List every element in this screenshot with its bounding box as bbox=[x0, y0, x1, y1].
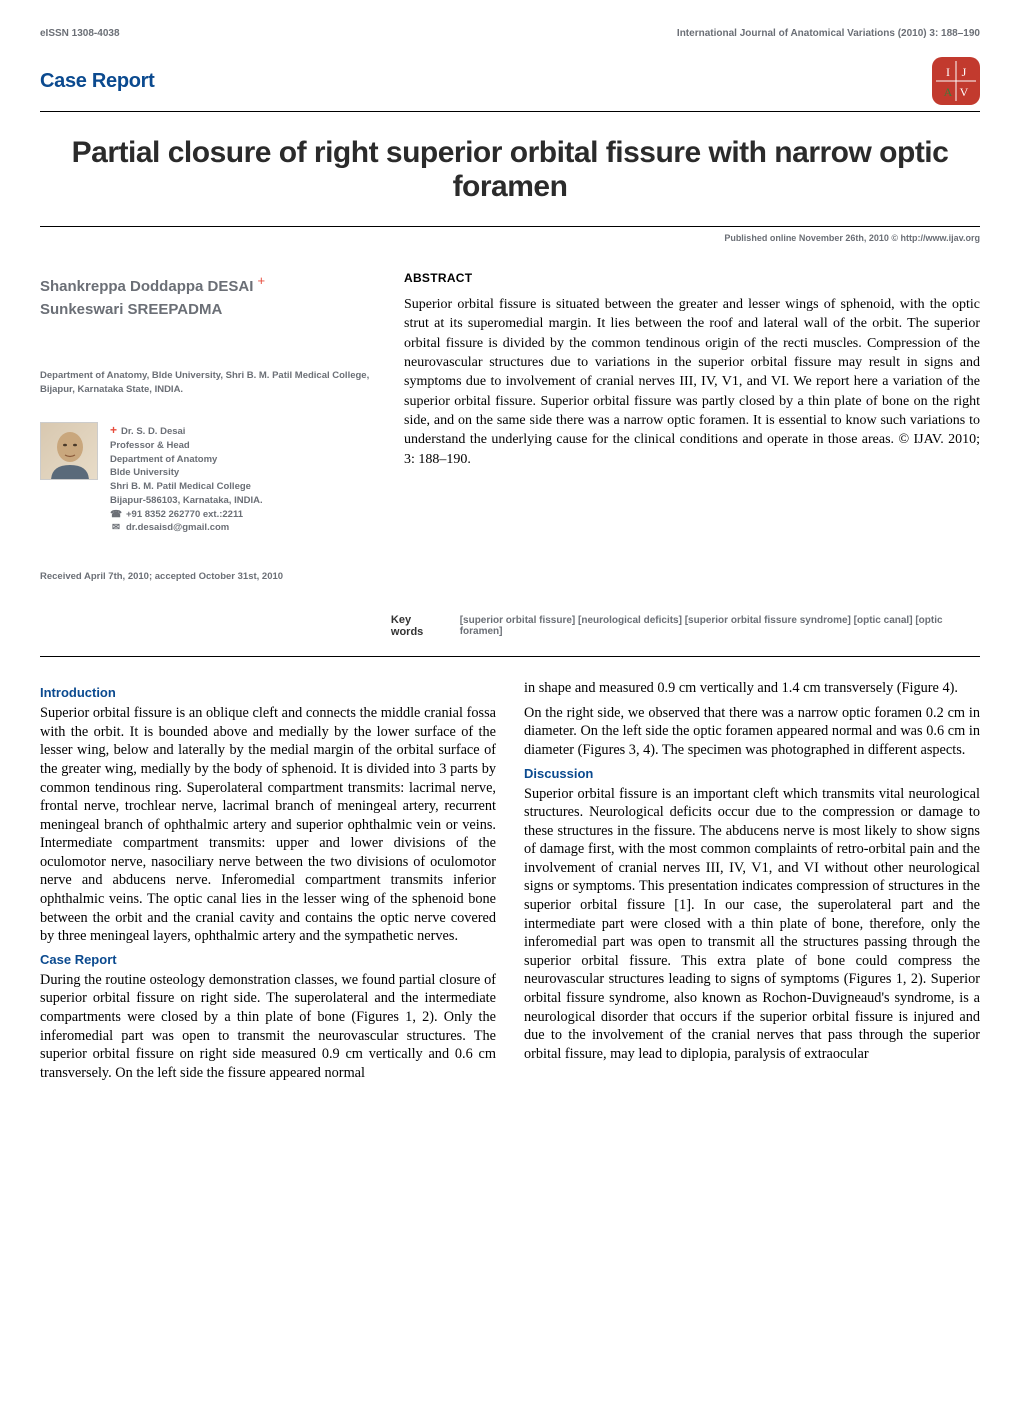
author-photo bbox=[40, 422, 98, 480]
issn: eISSN 1308-4038 bbox=[40, 28, 120, 39]
discussion-heading: Discussion bbox=[524, 766, 980, 781]
case-report-heading: Case Report bbox=[40, 952, 496, 967]
header-row: Case Report I J A V bbox=[40, 57, 980, 112]
journal-ref: International Journal of Anatomical Vari… bbox=[677, 28, 980, 39]
corr-college: Shri B. M. Patil Medical College bbox=[110, 481, 251, 492]
corr-dept: Department of Anatomy bbox=[110, 454, 217, 465]
svg-text:V: V bbox=[960, 85, 969, 99]
author-names: Shankreppa Doddappa DESAI + Sunkeswari S… bbox=[40, 271, 380, 321]
meta-grid: Published online November 26th, 2010 © h… bbox=[40, 226, 980, 638]
corr-phone: +91 8352 262770 ext.:2211 bbox=[126, 509, 243, 520]
corr-marker-icon: + bbox=[258, 273, 266, 288]
department: Department of Anatomy, Blde University, … bbox=[40, 369, 380, 398]
abstract-heading: ABSTRACT bbox=[404, 271, 980, 285]
corr-name: Dr. S. D. Desai bbox=[121, 426, 185, 437]
case-report-text: During the routine osteology demonstrati… bbox=[40, 971, 496, 1082]
corr-role: Professor & Head bbox=[110, 440, 190, 451]
introduction-heading: Introduction bbox=[40, 685, 496, 700]
author-2: Sunkeswari SREEPADMA bbox=[40, 301, 222, 318]
case-report-label: Case Report bbox=[40, 70, 155, 93]
svg-text:I: I bbox=[946, 65, 950, 79]
corr-email: dr.desaisd@gmail.com bbox=[126, 522, 229, 533]
received-dates: Received April 7th, 2010; accepted Octob… bbox=[40, 571, 380, 582]
corr-univ: Blde University bbox=[110, 467, 179, 478]
keywords-row: Key words [superior orbital fissure] [ne… bbox=[40, 614, 980, 638]
continuation-1: in shape and measured 0.9 cm vertically … bbox=[524, 679, 980, 698]
svg-text:J: J bbox=[962, 65, 967, 79]
published-online: Published online November 26th, 2010 © h… bbox=[40, 233, 980, 247]
meta-left: Shankreppa Doddappa DESAI + Sunkeswari S… bbox=[40, 271, 380, 582]
divider bbox=[40, 656, 980, 657]
introduction-text: Superior orbital fissure is an oblique c… bbox=[40, 704, 496, 946]
continuation-2: On the right side, we observed that ther… bbox=[524, 704, 980, 760]
meta-right: ABSTRACT Superior orbital fissure is sit… bbox=[404, 271, 980, 582]
body-columns: Introduction Superior orbital fissure is… bbox=[40, 679, 980, 1082]
abstract-body: Superior orbital fissure is situated bet… bbox=[404, 297, 980, 467]
corr-plus-icon: + bbox=[110, 423, 117, 437]
article-title: Partial closure of right superior orbita… bbox=[40, 136, 980, 204]
keywords-label: Key words bbox=[391, 614, 446, 638]
keywords-text: [superior orbital fissure] [neurological… bbox=[460, 615, 980, 637]
svg-text:A: A bbox=[944, 85, 953, 99]
author-1: Shankreppa Doddappa DESAI bbox=[40, 278, 253, 295]
corr-city: Bijapur-586103, Karnataka, INDIA. bbox=[110, 495, 263, 506]
abstract-text: Superior orbital fissure is situated bet… bbox=[404, 295, 980, 469]
discussion-text: Superior orbital fissure is an important… bbox=[524, 785, 980, 1064]
correspondence-text: + Dr. S. D. Desai Professor & Head Depart… bbox=[110, 422, 263, 536]
top-bar: eISSN 1308-4038 International Journal of… bbox=[40, 28, 980, 39]
correspondence-block: + Dr. S. D. Desai Professor & Head Depart… bbox=[40, 422, 380, 536]
mail-icon: ✉ bbox=[110, 521, 122, 535]
journal-logo: I J A V bbox=[932, 57, 980, 105]
phone-icon: ☎ bbox=[110, 508, 122, 522]
